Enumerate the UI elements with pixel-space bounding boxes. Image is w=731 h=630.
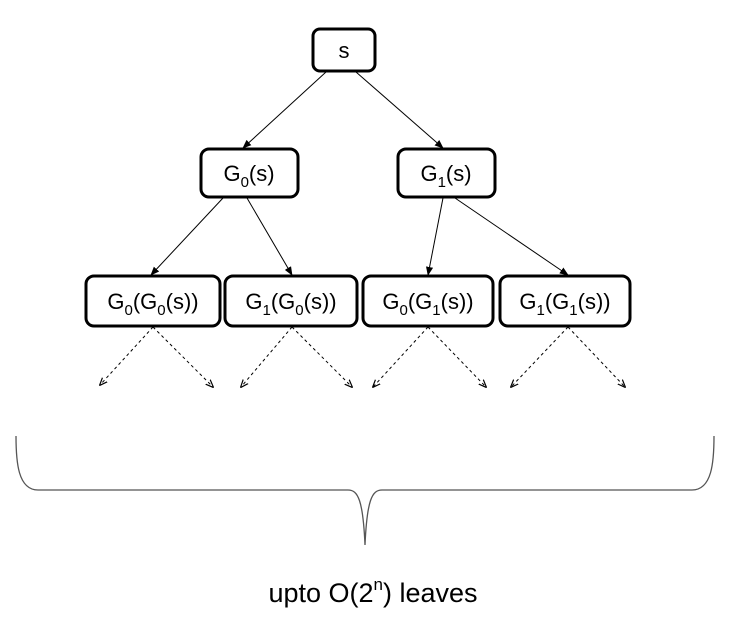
edge-root-to-g1 <box>355 71 444 149</box>
edge-root-to-g0 <box>242 71 327 149</box>
dashed-edge <box>427 326 486 387</box>
node-g0-g1-s: G0(G1(s)) <box>361 274 495 328</box>
dashed-edge <box>511 326 569 387</box>
dashed-edge <box>373 326 429 387</box>
node-g1-s: G1(s) <box>396 147 497 199</box>
dashed-edge <box>152 326 213 387</box>
leaves-brace <box>15 435 715 546</box>
node-root: s <box>311 27 377 73</box>
dashed-edge <box>567 326 625 387</box>
edge-g1-to-g0g1 <box>426 197 444 276</box>
node-g0-s: G0(s) <box>199 147 300 199</box>
edge-g0-to-g0g0 <box>150 197 224 276</box>
tree-edges <box>150 71 569 276</box>
node-g1-g0-s: G1(G0(s)) <box>223 274 359 328</box>
node-root-label: s <box>339 38 350 63</box>
dashed-leaf-edges <box>100 326 625 387</box>
leaves-caption: upto O(2n) leaves <box>268 575 477 608</box>
edge-g1-to-g1g1 <box>454 197 569 276</box>
edge-g0-to-g1g0 <box>246 197 293 276</box>
dashed-edge <box>100 326 154 385</box>
dashed-edge <box>291 326 352 387</box>
node-g1-g1-s: G1(G1(s)) <box>498 274 632 328</box>
dashed-edge <box>241 326 293 387</box>
node-g0-g0-s: G0(G0(s)) <box>84 274 222 328</box>
